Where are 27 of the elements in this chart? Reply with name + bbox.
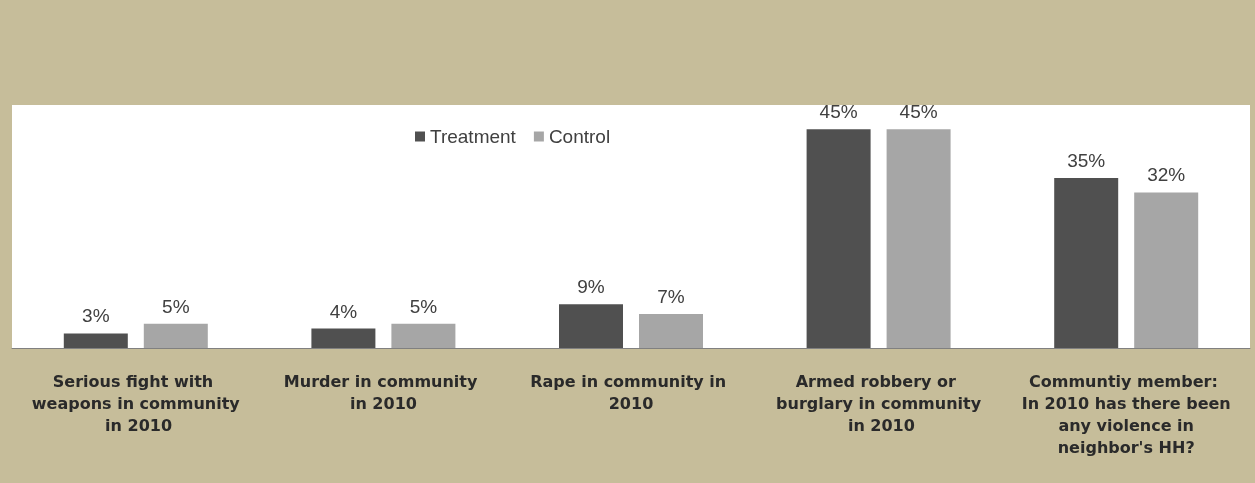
x-tick-label: Serious fight with weapons in community in 2010 [31, 371, 241, 435]
legend-label: Control [548, 126, 611, 147]
bar [143, 323, 208, 348]
data-label: 9% [577, 276, 605, 298]
bar [639, 313, 703, 348]
bar [63, 333, 128, 348]
data-label: 32% [1147, 164, 1186, 186]
data-label: 3% [82, 305, 110, 327]
bar [1134, 192, 1199, 348]
x-tick-label: Murder in community in 2010 [283, 371, 483, 413]
data-label: 45% [899, 101, 938, 123]
bar [391, 323, 456, 348]
data-label: 5% [162, 295, 190, 317]
data-label: 35% [1067, 149, 1106, 171]
x-tick-label: Communtiy member: In 2010 has there been any violence in neighbor's HH? [1021, 371, 1231, 457]
data-label: 5% [409, 295, 438, 317]
bar [1054, 177, 1119, 348]
data-label: 4% [329, 300, 358, 322]
bar [559, 304, 623, 348]
bar [311, 328, 376, 348]
data-label: 45% [819, 101, 858, 123]
legend-label: Treatment [430, 126, 517, 147]
x-tick-label: Armed robbery or burglary in community in 2010 [776, 371, 982, 435]
bar [886, 129, 951, 348]
bar [806, 129, 871, 348]
data-label: 7% [657, 285, 685, 307]
x-tick-label: Rape in community in 2010 [530, 371, 732, 413]
